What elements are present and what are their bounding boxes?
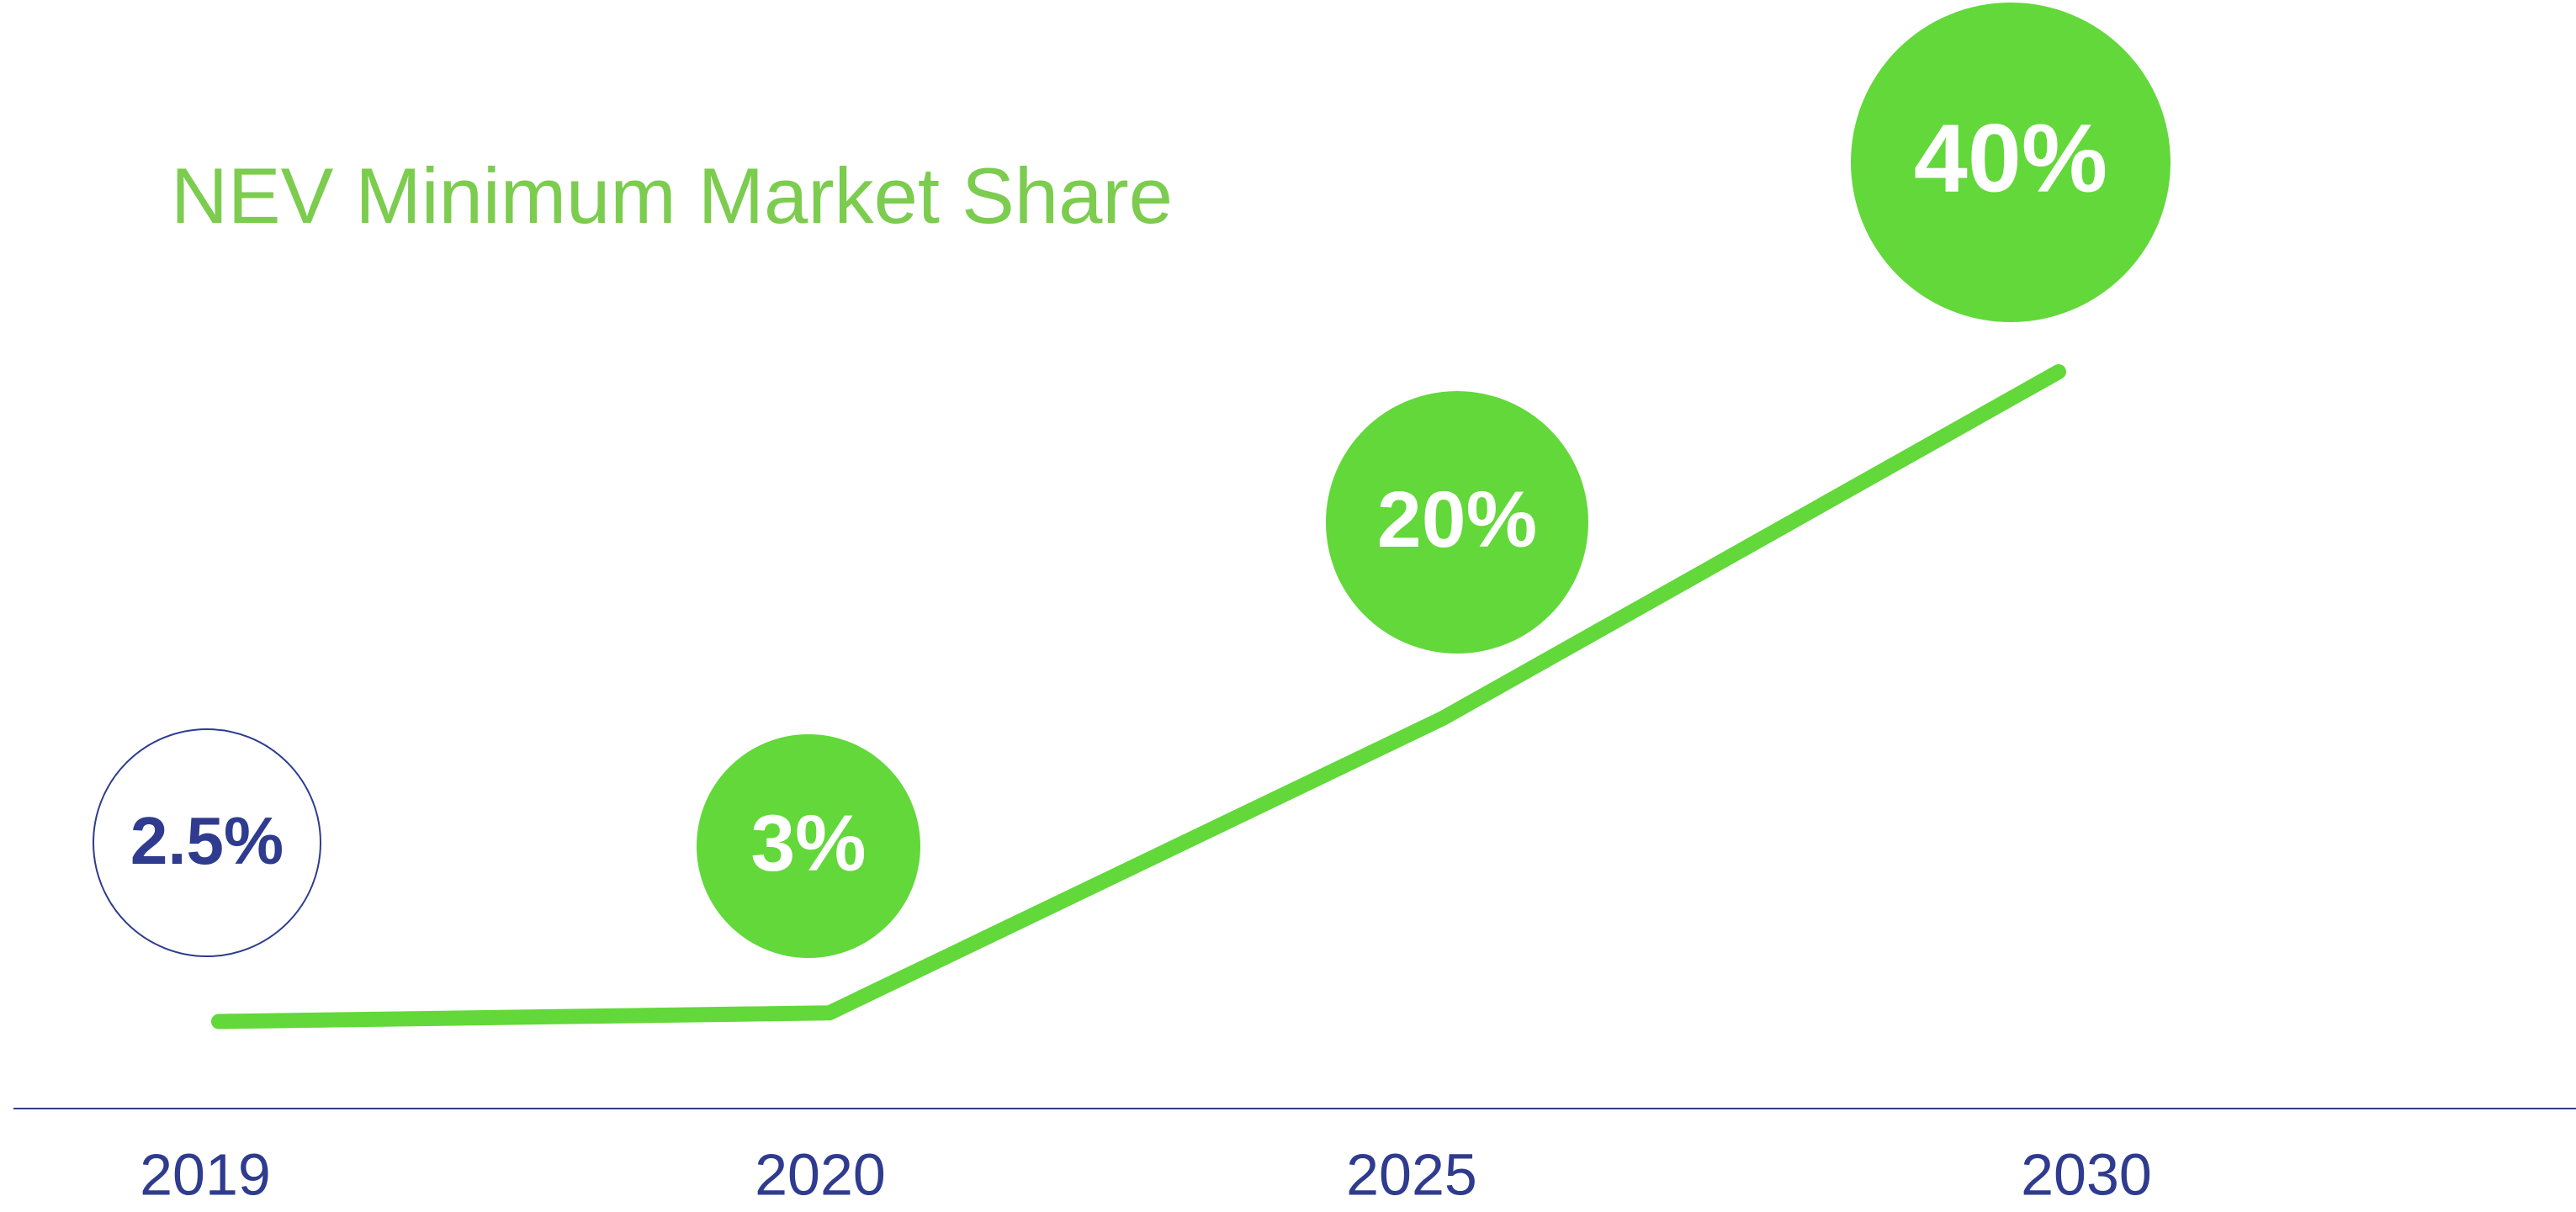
x-tick-label: 2030 (2021, 1141, 2152, 1207)
value-bubble (1851, 3, 2171, 322)
data-label: 3% (750, 799, 866, 888)
value-bubble (1326, 391, 1588, 654)
x-tick-label: 2020 (755, 1141, 886, 1207)
value-bubble (93, 728, 321, 957)
data-label: 20% (1377, 475, 1537, 564)
value-bubble (697, 734, 920, 958)
x-tick-label: 2019 (140, 1141, 271, 1207)
chart-title: NEV Minimum Market Share (171, 151, 1173, 240)
data-label: 40% (1914, 104, 2107, 212)
data-label: 2.5% (130, 803, 284, 878)
line (211, 364, 2066, 1029)
x-tick-label: 2025 (1346, 1141, 1477, 1207)
